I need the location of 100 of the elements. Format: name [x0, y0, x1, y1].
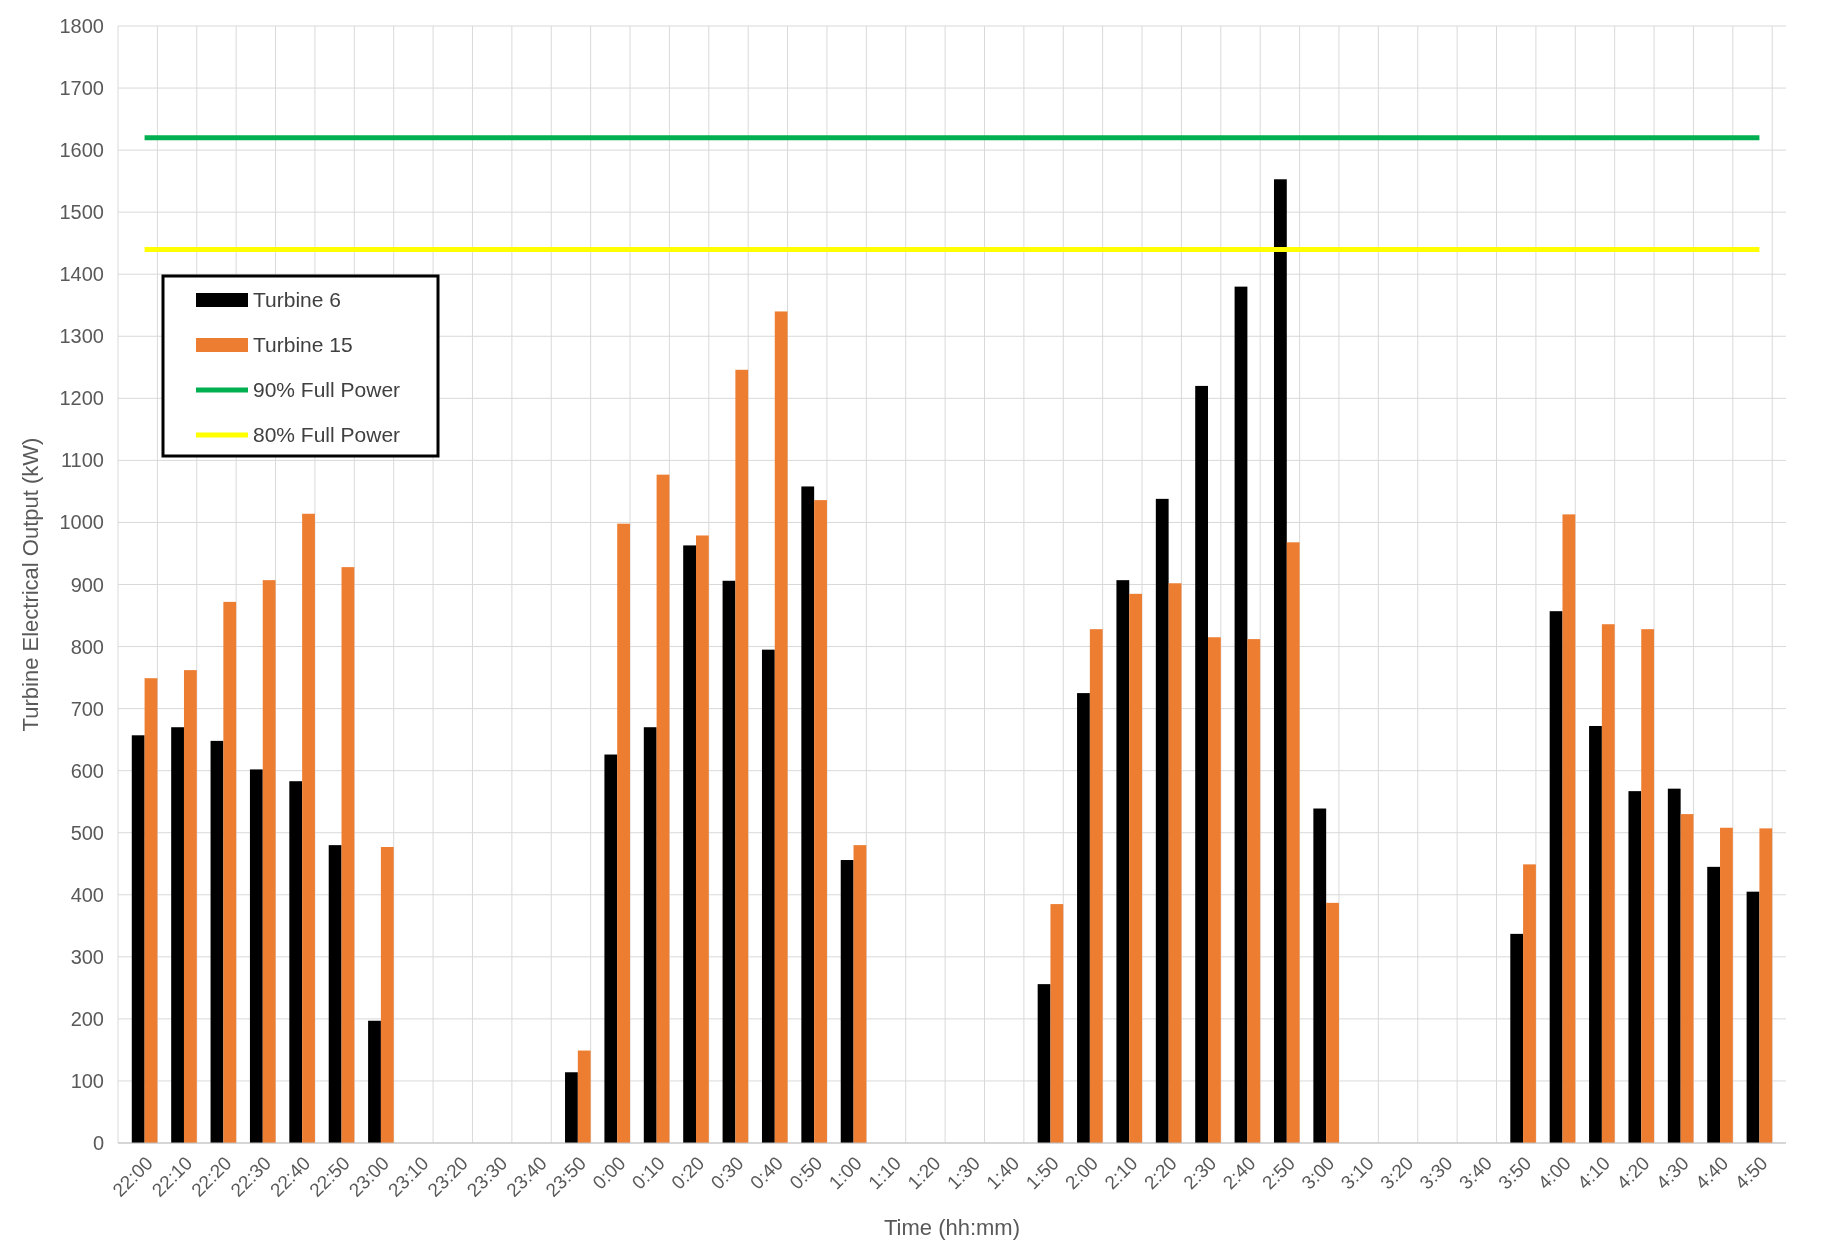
x-tick-label: 4:50	[1730, 1152, 1772, 1194]
bar	[131, 735, 145, 1143]
bar	[1326, 902, 1339, 1143]
bar	[643, 727, 657, 1143]
bar	[1510, 933, 1524, 1143]
bar	[380, 847, 394, 1143]
bar	[1077, 693, 1090, 1143]
bar	[223, 601, 237, 1143]
bar	[289, 781, 303, 1143]
bar	[1746, 891, 1760, 1143]
x-tick-label: 0:50	[785, 1152, 827, 1194]
bar	[695, 535, 709, 1143]
x-tick-label: 4:20	[1612, 1152, 1654, 1194]
x-tick-label: 3:20	[1376, 1152, 1418, 1194]
bar	[1562, 514, 1576, 1143]
bar	[1720, 827, 1733, 1143]
bar	[368, 1020, 381, 1143]
bar	[1155, 498, 1169, 1143]
legend-label: Turbine 6	[253, 288, 341, 312]
x-tick-label: 4:40	[1691, 1152, 1733, 1194]
bar	[735, 369, 749, 1143]
y-tick-label: 0	[92, 1132, 104, 1154]
bar	[1050, 904, 1064, 1143]
bar	[1628, 791, 1642, 1143]
bar	[565, 1072, 578, 1143]
bar	[210, 740, 224, 1143]
x-axis-title: Time (hh:mm)	[883, 1215, 1021, 1240]
bar	[617, 523, 631, 1143]
bar	[1707, 866, 1721, 1143]
y-tick-label: 1200	[59, 387, 104, 410]
bar	[1234, 286, 1248, 1143]
x-tick-label: 0:00	[588, 1152, 630, 1194]
bar	[1089, 629, 1103, 1143]
y-tick-label: 800	[70, 635, 104, 658]
x-tick-label: 0:20	[667, 1152, 709, 1194]
bar	[840, 860, 854, 1143]
x-tick-label: 3:40	[1454, 1152, 1496, 1194]
x-tick-label: 3:00	[1297, 1152, 1339, 1194]
y-tick-label: 700	[70, 697, 104, 720]
x-tick-label: 4:00	[1533, 1152, 1575, 1194]
y-tick-label: 1000	[59, 511, 104, 534]
bar	[853, 845, 867, 1143]
bar	[144, 678, 158, 1143]
bar	[604, 754, 618, 1143]
y-tick-label: 1600	[59, 139, 104, 162]
legend-label: Turbine 15	[253, 333, 353, 357]
bar	[1208, 637, 1221, 1143]
y-tick-label: 1500	[59, 201, 104, 224]
bar	[1680, 814, 1694, 1143]
bar	[1129, 593, 1143, 1143]
bar	[183, 670, 197, 1143]
bar	[262, 580, 276, 1143]
y-tick-label: 100	[70, 1069, 104, 1092]
y-tick-label: 400	[70, 883, 104, 906]
bar	[302, 513, 315, 1143]
bar	[814, 500, 827, 1143]
bar	[171, 727, 184, 1143]
legend-label: 80% Full Power	[253, 423, 401, 447]
bar	[328, 845, 342, 1143]
bar	[1759, 828, 1773, 1143]
bar	[774, 311, 788, 1143]
y-tick-label: 300	[70, 945, 104, 968]
bar	[1589, 725, 1602, 1143]
bar	[1116, 580, 1130, 1143]
y-tick-label: 1100	[60, 449, 104, 472]
x-tick-label: 3:50	[1494, 1152, 1536, 1194]
x-tick-label: 0:10	[627, 1152, 669, 1194]
y-tick-label: 1400	[59, 263, 104, 286]
bar	[761, 649, 775, 1143]
bar	[1273, 179, 1287, 1143]
y-tick-label: 200	[70, 1007, 104, 1030]
bar	[1667, 788, 1681, 1143]
bar	[1601, 624, 1615, 1143]
x-tick-label: 1:30	[942, 1152, 984, 1194]
bar	[801, 486, 815, 1143]
x-tick-label: 0:30	[706, 1152, 748, 1194]
y-axis-title: Turbine Electrical Output (kW)	[18, 437, 43, 732]
y-tick-label: 600	[70, 759, 104, 782]
bar	[577, 1050, 591, 1143]
bar	[1195, 385, 1209, 1143]
x-tick-label: 3:10	[1336, 1152, 1378, 1194]
y-tick-label: 1700	[59, 77, 104, 100]
bar	[1168, 583, 1182, 1143]
bar	[249, 769, 263, 1143]
bar	[656, 474, 670, 1143]
x-tick-label: 3:30	[1415, 1152, 1457, 1194]
y-tick-label: 1300	[59, 325, 104, 348]
bar	[1037, 984, 1051, 1143]
bar	[341, 567, 355, 1143]
bar	[722, 580, 736, 1143]
y-tick-label: 900	[70, 573, 104, 596]
y-tick-label: 500	[70, 821, 104, 844]
y-tick-label: 1800	[59, 15, 104, 37]
bar	[1523, 864, 1536, 1143]
bar	[1549, 611, 1563, 1143]
bar	[1641, 629, 1655, 1143]
bar	[1247, 639, 1261, 1143]
bar	[1286, 542, 1300, 1143]
legend-label: 90% Full Power	[253, 378, 401, 402]
x-tick-label: 4:10	[1573, 1152, 1615, 1194]
